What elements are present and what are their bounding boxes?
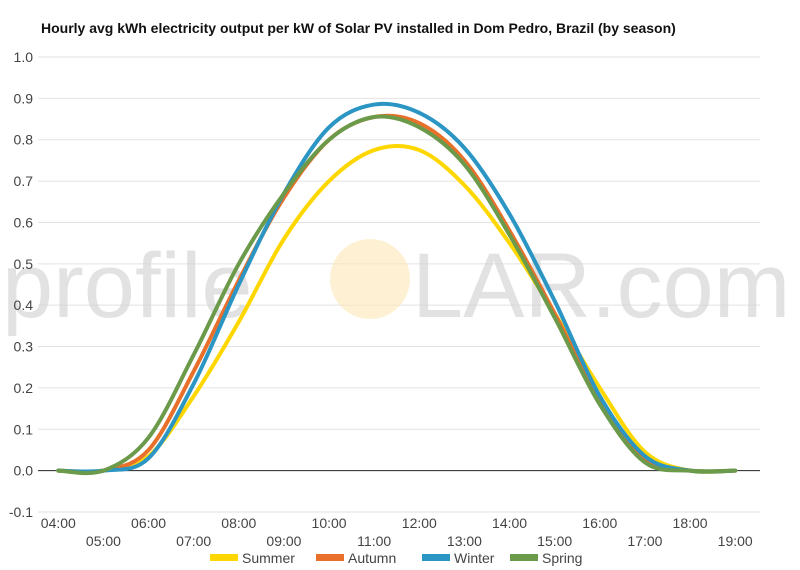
gridlines [38, 56, 760, 513]
series-lines [56, 101, 738, 476]
x-tick-label: 19:00 [718, 533, 753, 549]
watermark: profile LAR.com [2, 235, 790, 337]
x-tick-label: 13:00 [447, 533, 482, 549]
x-tick-label: 10:00 [312, 515, 347, 531]
y-tick-label: 0.8 [14, 132, 34, 148]
legend-swatch [210, 554, 238, 561]
series-line-spring [56, 114, 738, 476]
chart-title: Hourly avg kWh electricity output per kW… [41, 20, 676, 36]
x-tick-label: 08:00 [221, 515, 256, 531]
series-line-winter [56, 101, 738, 474]
x-tick-label: 17:00 [627, 533, 662, 549]
y-tick-label: 0.9 [14, 90, 34, 106]
legend-item-summer[interactable]: Summer [210, 550, 295, 566]
legend-swatch [510, 554, 538, 561]
y-axis-ticks: -0.1 0.0 0.1 0.2 0.3 0.4 0.5 0.6 0.7 0.8 0.9 1.0 [9, 49, 33, 520]
x-tick-label: 06:00 [131, 515, 166, 531]
x-axis-ticks: 04:00 05:00 06:00 07:00 08:00 09:00 10:00 11:00… [41, 515, 753, 549]
watermark-text-right: LAR.com [412, 235, 790, 337]
legend-label: Summer [242, 550, 295, 566]
legend-item-autumn[interactable]: Autumn [316, 550, 396, 566]
x-tick-label: 15:00 [537, 533, 572, 549]
legend-label: Winter [454, 550, 495, 566]
y-tick-label: 0.2 [14, 380, 34, 396]
y-tick-label: -0.1 [9, 504, 33, 520]
x-tick-label: 09:00 [266, 533, 301, 549]
watermark-text-left: profile [2, 235, 253, 337]
y-tick-label: 0.4 [14, 297, 34, 313]
legend-item-winter[interactable]: Winter [422, 550, 495, 566]
x-tick-label: 04:00 [41, 515, 76, 531]
x-tick-label: 07:00 [176, 533, 211, 549]
legend-label: Spring [542, 550, 582, 566]
legend: Summer Autumn Winter Spring [210, 550, 582, 566]
series-line-summer [56, 143, 738, 475]
y-tick-label: 0.1 [14, 421, 34, 437]
legend-label: Autumn [348, 550, 396, 566]
x-tick-label: 18:00 [673, 515, 708, 531]
x-tick-label: 16:00 [582, 515, 617, 531]
x-tick-label: 11:00 [357, 533, 391, 549]
y-tick-label: 0.5 [14, 256, 34, 272]
legend-item-spring[interactable]: Spring [510, 550, 582, 566]
x-tick-label: 05:00 [86, 533, 121, 549]
y-tick-label: 0.6 [14, 214, 34, 230]
x-tick-label: 12:00 [402, 515, 437, 531]
y-tick-label: 0.0 [14, 463, 34, 479]
x-tick-label: 14:00 [492, 515, 527, 531]
y-tick-label: 0.7 [14, 173, 34, 189]
legend-swatch [316, 554, 344, 561]
watermark-sun-icon [330, 239, 410, 319]
y-tick-label: 1.0 [14, 49, 34, 65]
y-tick-label: 0.3 [14, 339, 34, 355]
legend-swatch [422, 554, 450, 561]
